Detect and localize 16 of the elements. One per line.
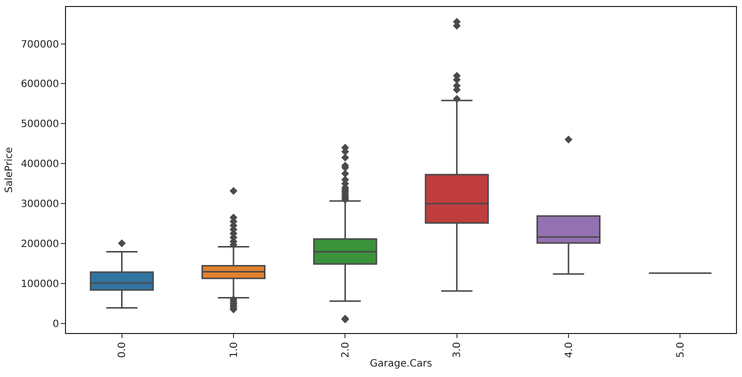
y-tick-label: 200000	[20, 239, 59, 250]
y-tick-label: 400000	[20, 159, 59, 170]
x-tick-label: 0.0	[117, 342, 128, 358]
y-tick-label: 500000	[20, 119, 59, 130]
x-tick-label: 2.0	[340, 342, 352, 358]
x-axis-title: Garage.Cars	[370, 358, 432, 370]
x-tick-label: 4.0	[564, 342, 575, 358]
x-tick-label: 1.0	[228, 342, 240, 358]
y-tick-label: 100000	[20, 278, 59, 290]
x-tick-label: 5.0	[675, 342, 686, 358]
y-tick-label: 700000	[20, 39, 59, 50]
y-tick-label: 600000	[20, 79, 59, 90]
y-tick-label: 0	[52, 318, 59, 330]
y-tick-label: 300000	[20, 199, 59, 210]
y-axis-title: SalePrice	[4, 147, 15, 193]
x-tick-label: 3.0	[452, 342, 464, 358]
